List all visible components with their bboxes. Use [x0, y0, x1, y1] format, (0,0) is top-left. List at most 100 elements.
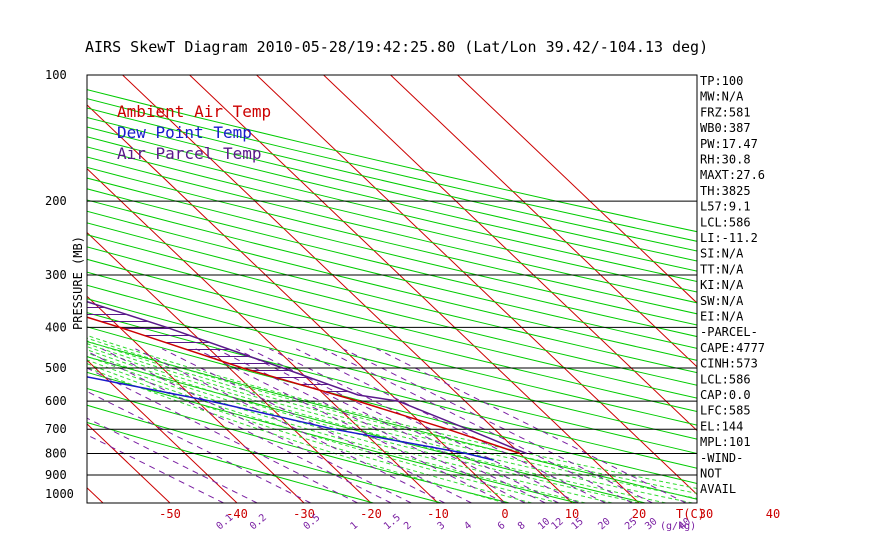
dry-adiabat-line — [87, 371, 578, 503]
pressure-tick-label: 300 — [45, 268, 67, 282]
mixing-ratio-tick-label: 4 — [462, 520, 474, 532]
dry-adiabat-line — [87, 387, 510, 503]
moist-adiabat-line — [87, 340, 697, 500]
isobar-lines — [87, 200, 697, 476]
bottom-temperature-ticks: -50 -40 -30 -20 -10 0 10 20 30 40 T(C) — [159, 507, 780, 521]
bottom-temp-tick-label: -50 — [159, 507, 181, 521]
cape-hatch — [87, 307, 349, 393]
pressure-tick-label: 900 — [45, 468, 67, 482]
profile-line — [87, 376, 494, 461]
sounding-index: MW:N/A — [700, 90, 744, 104]
bottom-temp-tick-label: 10 — [565, 507, 579, 521]
mixing-ratio-tick-label: 0.2 — [248, 512, 269, 532]
mixing-ratio-tick-label: 12 — [549, 516, 565, 532]
bottom-temp-tick-label: -30 — [293, 507, 315, 521]
isotherm-line — [87, 231, 372, 503]
moist-adiabat-line — [87, 352, 613, 503]
dry-adiabat-line — [87, 136, 697, 282]
mixing-ratio-line — [376, 348, 687, 503]
mixing-ratio-line — [87, 434, 224, 503]
sounding-index: LFC:585 — [700, 404, 751, 418]
bottom-temp-tick-label: -10 — [427, 507, 449, 521]
bottom-temp-unit: T(C) — [676, 507, 705, 521]
moist-adiabat-line — [87, 334, 697, 489]
mixing-ratio-line — [295, 348, 606, 503]
moist-adiabat-line — [87, 337, 697, 494]
mixing-ratio-line — [215, 348, 526, 503]
plot-frame — [86, 74, 698, 504]
dry-adiabat-line — [87, 298, 697, 454]
moist-adiabat-line — [87, 363, 532, 503]
sounding-index: -WIND- — [700, 451, 743, 465]
isotherm-line — [256, 75, 697, 496]
mixing-ratio-line — [87, 417, 258, 503]
profile-lines — [87, 300, 527, 461]
pressure-tick-label: 200 — [45, 194, 67, 208]
sounding-index: FRZ:581 — [700, 105, 751, 119]
bottom-temp-tick-label: -20 — [360, 507, 382, 521]
sounding-index: LI:-11.2 — [700, 231, 758, 245]
mixing-ratio-tick-label: 6 — [496, 520, 508, 532]
pressure-tick-label: 700 — [45, 422, 67, 436]
mixing-ratio-line — [342, 348, 653, 503]
isotherm-line — [390, 75, 697, 368]
dry-adiabat-line — [87, 107, 697, 252]
dry-adiabat-line — [87, 284, 697, 440]
sounding-index: SW:N/A — [700, 294, 744, 308]
sounding-index: EL:144 — [700, 419, 743, 433]
sounding-index: PW:17.47 — [700, 137, 758, 151]
mixing-ratio-tick-label: 8 — [516, 520, 528, 532]
legend-entry: Ambient Air Temp — [117, 102, 271, 121]
sounding-index: KI:N/A — [700, 278, 744, 292]
sounding-index: MAXT:27.6 — [700, 168, 765, 182]
mixing-ratio-tick-label: 20 — [596, 516, 612, 532]
sounding-index: SI:N/A — [700, 247, 744, 261]
profile-line — [87, 316, 521, 455]
dry-adiabat-line — [87, 271, 697, 426]
dry-adiabat-line — [87, 246, 697, 399]
pressure-tick-label: 400 — [45, 320, 67, 334]
mixing-ratio-line — [87, 350, 392, 503]
sounding-index: NOT — [700, 467, 722, 481]
dry-adiabat-line — [87, 341, 697, 500]
pressure-tick-labels: 100 200 300 400 500 600 700 800 900 1000 — [45, 68, 74, 501]
sounding-index: TH:3825 — [700, 184, 751, 198]
sounding-index: -PARCEL- — [700, 325, 758, 339]
dry-adiabat-line — [87, 199, 697, 349]
isotherm-line — [189, 75, 640, 503]
sounding-index: LCL:586 — [700, 372, 751, 386]
dry-adiabat-line — [87, 126, 697, 272]
mixing-ratio-line — [161, 348, 472, 503]
mixing-ratio-line — [87, 390, 311, 503]
sounding-index: AVAIL — [700, 482, 736, 496]
background-lines — [87, 75, 697, 503]
mixing-ratio-tick-label: 3 — [436, 520, 448, 532]
mixing-ratio-tick-label: 2 — [402, 520, 414, 532]
pressure-tick-label: 800 — [45, 447, 67, 461]
moist-adiabat-line — [87, 343, 693, 503]
dry-adiabat-line — [87, 177, 697, 326]
pressure-tick-label: 100 — [45, 68, 67, 82]
mixing-ratio-tick-label: 1.5 — [382, 512, 403, 532]
sounding-index: LCL:586 — [700, 215, 751, 229]
dry-adiabat-line — [87, 146, 697, 293]
mixing-ratio-line — [101, 348, 412, 503]
dry-adiabat-line — [87, 404, 442, 503]
mixing-ratio-line — [269, 348, 579, 503]
sounding-index: EI:N/A — [700, 310, 744, 324]
dry-adiabat-line — [87, 222, 697, 374]
bottom-temp-tick-label: 40 — [766, 507, 780, 521]
dry-adiabat-line — [87, 156, 697, 304]
mixing-ratio-line — [195, 348, 506, 503]
mixing-ratio-line — [135, 348, 445, 503]
moist-adiabat-line — [87, 359, 559, 503]
bottom-temp-tick-label: -40 — [226, 507, 248, 521]
sounding-index: TP:100 — [700, 74, 743, 88]
dry-adiabat-line — [87, 188, 697, 338]
sounding-index: TT:N/A — [700, 262, 744, 276]
sounding-index: WB0:387 — [700, 121, 751, 135]
isotherm-line — [457, 75, 697, 304]
